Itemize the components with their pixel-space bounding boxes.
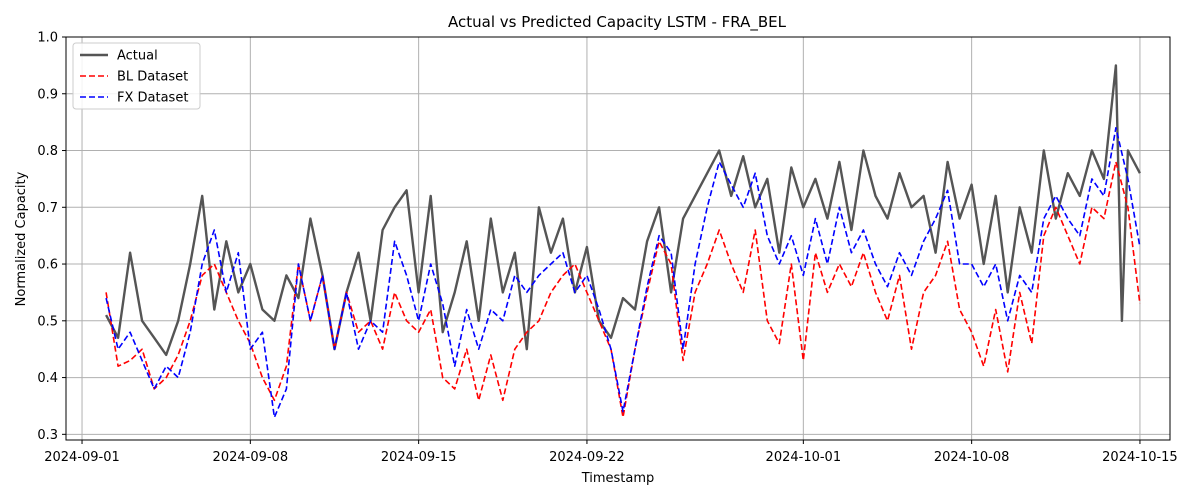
y-tick-label: 0.8 bbox=[37, 144, 58, 159]
x-tick-label: 2024-10-08 bbox=[934, 450, 1010, 465]
series-lines bbox=[105, 64, 1141, 419]
y-tick-label: 0.7 bbox=[37, 201, 58, 216]
series-line-bl-dataset bbox=[105, 161, 1141, 419]
legend-label: FX Dataset bbox=[117, 91, 188, 106]
y-tick-label: 0.4 bbox=[37, 371, 58, 386]
x-tick-label: 2024-10-01 bbox=[766, 450, 842, 465]
legend-label: BL Dataset bbox=[117, 70, 188, 85]
legend-label: Actual bbox=[117, 49, 158, 64]
x-tick-label: 2024-09-01 bbox=[44, 450, 120, 465]
y-tick-label: 0.9 bbox=[37, 87, 58, 102]
y-tick-label: 0.3 bbox=[37, 428, 58, 443]
x-tick-label: 2024-10-15 bbox=[1102, 450, 1178, 465]
x-tick-label: 2024-09-22 bbox=[549, 450, 625, 465]
axis-ticks: 2024-09-01 2024-09-08 2024-09-15 2024-09-22… bbox=[37, 31, 1177, 466]
chart-title: Actual vs Predicted Capacity LSTM - FRA_… bbox=[448, 13, 787, 32]
y-tick-label: 0.6 bbox=[37, 258, 58, 273]
y-axis-label: Normalized Capacity bbox=[14, 171, 29, 306]
x-tick-label: 2024-09-15 bbox=[381, 450, 457, 465]
series-line-fx-dataset bbox=[105, 127, 1141, 419]
plot-frame bbox=[65, 36, 1171, 441]
legend-box bbox=[72, 42, 201, 110]
y-tick-label: 1.0 bbox=[37, 31, 58, 46]
y-tick-label: 0.5 bbox=[37, 314, 58, 329]
grid-lines bbox=[66, 36, 1170, 440]
series-line-actual bbox=[105, 64, 1141, 357]
x-axis-label: Timestamp bbox=[581, 471, 655, 486]
legend: Actual BL Dataset FX Dataset bbox=[72, 42, 201, 110]
x-tick-label: 2024-09-08 bbox=[213, 450, 289, 465]
